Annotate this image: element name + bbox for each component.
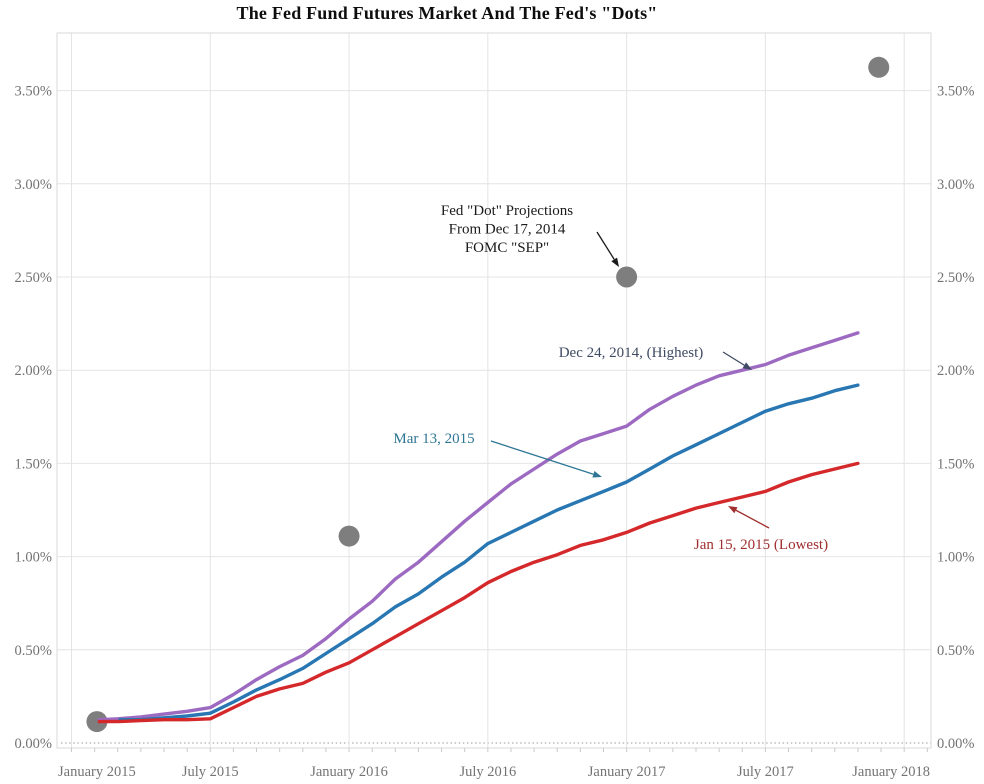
y-axis-label-left: 1.50% — [15, 456, 52, 472]
fed-dot — [616, 266, 638, 288]
x-axis-label: July 2016 — [459, 764, 516, 780]
series-line-0 — [97, 331, 860, 722]
y-axis-label-left: 0.00% — [15, 736, 52, 752]
series-line-1 — [118, 383, 860, 722]
y-axis-label-left: 0.50% — [15, 643, 52, 659]
y-axis-label-left: 2.50% — [15, 270, 52, 286]
x-axis-label: January 2015 — [58, 764, 136, 780]
x-axis-label: July 2017 — [737, 764, 794, 780]
y-axis-label-left: 1.00% — [15, 550, 52, 566]
x-axis-label: July 2015 — [182, 764, 239, 780]
y-axis-label-left: 3.50% — [15, 84, 52, 100]
annotation-arrowhead — [728, 506, 738, 514]
highest-series-label: Dec 24, 2014, (Highest) — [559, 345, 704, 361]
y-axis-label-right: 0.00% — [937, 736, 974, 752]
chart-title: The Fed Fund Futures Market And The Fed'… — [236, 3, 658, 23]
y-axis-label-right: 2.00% — [937, 363, 974, 379]
series-line-2 — [97, 461, 860, 724]
annotation-arrow — [490, 440, 594, 475]
x-axis-label: January 2017 — [588, 764, 666, 780]
lowest-series-label: Jan 15, 2015 (Lowest) — [694, 537, 828, 553]
annotation-arrowhead — [592, 470, 602, 478]
y-axis-label-right: 0.50% — [937, 643, 974, 659]
fed-dot — [338, 525, 360, 547]
annotation-arrow — [735, 509, 770, 529]
annotation-arrow — [596, 231, 615, 260]
fed-dot — [86, 711, 108, 733]
plot-border — [56, 32, 932, 749]
x-axis-label: January 2016 — [310, 764, 388, 780]
y-axis-label-right: 3.00% — [937, 177, 974, 193]
y-axis-label-left: 2.00% — [15, 363, 52, 379]
mar-13-series-label: Mar 13, 2015 — [393, 431, 474, 447]
y-axis-label-right: 1.50% — [937, 456, 974, 472]
annotation-arrow — [722, 351, 745, 366]
annotation-arrowhead — [742, 362, 752, 370]
y-axis-label-right: 1.00% — [937, 550, 974, 566]
y-axis-label-left: 3.00% — [15, 177, 52, 193]
fed-dot — [868, 56, 890, 78]
annotation-arrowhead — [611, 257, 619, 267]
y-axis-label-right: 3.50% — [937, 84, 974, 100]
y-axis-label-right: 2.50% — [937, 270, 974, 286]
x-axis-label: January 2018 — [852, 764, 930, 780]
fed-dot-projections-label: Fed "Dot" Projections From Dec 17, 2014 FO… — [441, 203, 573, 256]
